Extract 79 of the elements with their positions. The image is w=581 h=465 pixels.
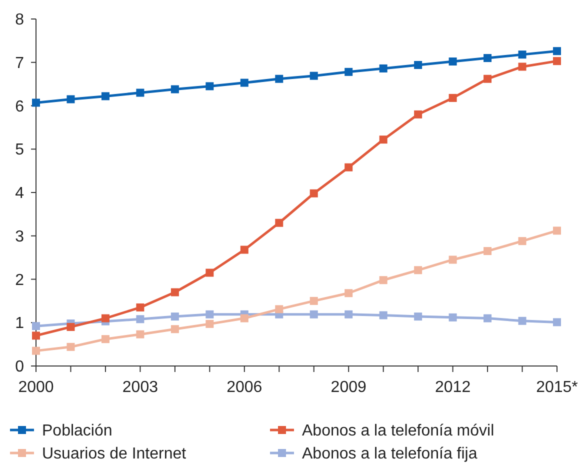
point xyxy=(379,276,388,284)
point xyxy=(448,313,457,322)
point xyxy=(136,88,144,97)
point xyxy=(448,94,457,102)
point xyxy=(344,68,353,76)
point xyxy=(101,92,110,100)
point xyxy=(310,310,318,318)
point xyxy=(275,74,284,83)
y-tick-label: 7 xyxy=(15,54,24,72)
point xyxy=(240,314,248,322)
point xyxy=(484,247,492,256)
y-tick-label: 5 xyxy=(15,142,24,159)
x-tick-label: 2015* xyxy=(536,379,578,396)
x-tick-label: 2012 xyxy=(435,379,471,396)
point xyxy=(414,60,422,69)
y-tick-label: 4 xyxy=(15,185,24,202)
point xyxy=(484,74,492,83)
point xyxy=(170,85,179,94)
point xyxy=(344,310,353,318)
y-tick-label: 8 xyxy=(15,12,24,29)
x-tick-label: 2009 xyxy=(330,379,366,396)
point xyxy=(136,315,144,324)
point xyxy=(32,322,40,330)
point xyxy=(414,266,422,274)
y-tick-label: 0 xyxy=(15,358,24,376)
point xyxy=(553,226,561,235)
point xyxy=(553,47,561,56)
point xyxy=(448,256,457,264)
point xyxy=(170,288,179,296)
point xyxy=(66,95,75,104)
point xyxy=(101,335,110,344)
y-tick-label: 3 xyxy=(15,228,24,246)
point xyxy=(310,189,318,198)
legend-label: Abonos a la telefonía fija xyxy=(302,446,478,463)
point xyxy=(275,305,284,314)
point xyxy=(379,64,388,72)
point xyxy=(170,312,179,321)
point xyxy=(344,289,353,298)
y-tick-label: 2 xyxy=(15,272,24,289)
legend-label: Usuarios de Internet xyxy=(42,446,187,463)
point xyxy=(310,296,318,305)
point xyxy=(344,163,353,172)
point xyxy=(101,314,110,322)
point xyxy=(66,342,75,351)
point xyxy=(414,110,422,118)
point xyxy=(414,312,422,321)
point xyxy=(136,330,144,338)
point xyxy=(136,303,144,312)
point xyxy=(553,318,561,326)
x-tick-label: 2006 xyxy=(226,379,262,396)
legend-label: Población xyxy=(42,422,112,440)
point xyxy=(518,316,526,325)
point xyxy=(553,57,561,66)
point xyxy=(379,311,388,320)
point xyxy=(518,50,526,59)
point xyxy=(518,237,526,246)
point xyxy=(518,62,526,71)
point xyxy=(32,332,40,340)
point xyxy=(240,246,248,254)
point xyxy=(275,218,284,227)
point xyxy=(170,325,179,334)
point xyxy=(206,268,214,277)
point xyxy=(379,136,388,144)
point xyxy=(484,54,492,62)
point xyxy=(206,82,214,90)
x-tick-label: 2000 xyxy=(18,379,54,396)
point xyxy=(32,98,40,107)
x-tick-label: 2003 xyxy=(122,379,158,396)
point xyxy=(206,320,214,328)
point xyxy=(310,72,318,80)
point xyxy=(484,314,492,322)
point xyxy=(66,322,75,331)
y-tick-label: 6 xyxy=(15,98,24,116)
point xyxy=(448,58,457,66)
legend-label: Abonos a la telefonía móvil xyxy=(302,422,494,440)
y-tick-label: 1 xyxy=(15,315,24,332)
point xyxy=(206,310,214,318)
point xyxy=(240,78,248,87)
point xyxy=(32,346,40,355)
